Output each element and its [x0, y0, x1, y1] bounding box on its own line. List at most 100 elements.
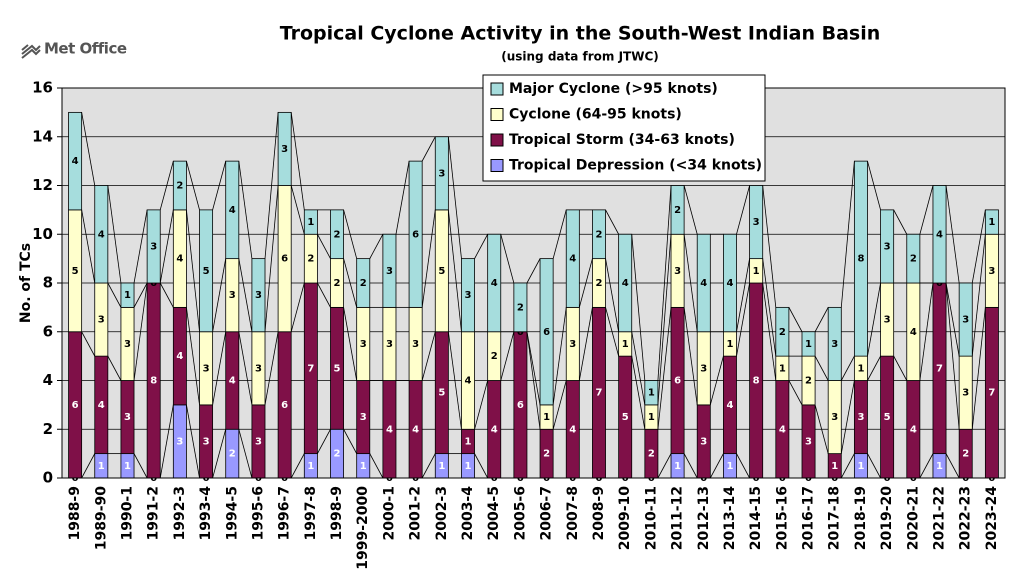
value-label: 3: [884, 315, 891, 326]
value-label: 2: [307, 254, 314, 265]
x-tick-label: 1991-2: [146, 486, 162, 541]
series-line: [369, 234, 384, 259]
x-tick-label: 1998-9: [329, 486, 345, 541]
x-tick-label: 2007-8: [565, 486, 581, 541]
value-label: 3: [229, 290, 236, 301]
value-label: 1: [805, 339, 812, 350]
bar-segment: [277, 111, 292, 186]
value-label: 3: [150, 241, 157, 252]
series-line: [893, 209, 908, 235]
y-tick-label: 6: [43, 322, 53, 340]
series-line: [840, 355, 855, 381]
series-line: [421, 331, 436, 381]
bar-segment: [565, 209, 580, 308]
value-label: 2: [648, 449, 655, 460]
bar-segment: [958, 282, 973, 357]
value-label: 1: [857, 363, 864, 374]
value-label: 4: [98, 229, 105, 240]
value-label: 3: [805, 436, 812, 447]
series-line: [159, 404, 174, 479]
value-label: 4: [726, 278, 733, 289]
series-line: [814, 307, 829, 332]
series-line: [631, 234, 646, 381]
series-line: [657, 307, 672, 430]
x-tick-label: 2002-3: [434, 486, 450, 541]
series-line: [212, 429, 227, 479]
series-line: [709, 356, 724, 405]
value-label: 1: [124, 290, 131, 301]
value-label: 5: [72, 266, 79, 277]
series-line: [133, 282, 148, 381]
value-label: 3: [831, 412, 838, 423]
series-line: [447, 209, 462, 332]
series-line: [867, 282, 881, 357]
series-line: [683, 453, 698, 479]
value-label: 4: [229, 376, 236, 387]
value-label: 2: [910, 254, 917, 265]
value-label: 1: [988, 217, 995, 228]
series-line: [212, 258, 227, 332]
value-label: 3: [360, 339, 367, 350]
value-label: 2: [334, 278, 341, 289]
series-line: [159, 282, 174, 308]
series-line: [81, 331, 96, 357]
x-tick-label: 1993-4: [198, 486, 214, 541]
value-label: 2: [334, 229, 341, 240]
series-line: [788, 307, 803, 332]
series-line: [814, 404, 829, 454]
value-label: 4: [910, 327, 917, 338]
x-tick-label: 2011-12: [670, 486, 686, 550]
value-label: 7: [936, 363, 943, 374]
legend: Major Cyclone (>95 knots) Cyclone (64-95 …: [482, 74, 766, 182]
value-label: 3: [98, 315, 105, 326]
series-line: [631, 356, 646, 430]
value-label: 3: [465, 290, 472, 301]
bar-segment: [94, 185, 109, 284]
value-label: 6: [674, 376, 681, 387]
series-line: [159, 209, 174, 284]
series-line: [421, 209, 436, 308]
series-line: [840, 161, 855, 308]
series-line: [945, 282, 960, 430]
series-line: [578, 307, 593, 381]
bar-segment: [146, 209, 161, 284]
value-label: 1: [857, 461, 864, 472]
x-tick-label: 1995-6: [250, 486, 266, 541]
x-tick-label: 1999-2000: [355, 486, 371, 570]
series-line: [447, 331, 462, 430]
value-label: 7: [307, 363, 314, 374]
value-label: 1: [831, 461, 838, 472]
value-label: 2: [674, 205, 681, 216]
series-line: [814, 355, 829, 381]
bar-segment: [984, 209, 999, 235]
series-line: [867, 161, 881, 210]
bar-segment: [670, 185, 685, 235]
value-label: 3: [255, 436, 262, 447]
value-label: 1: [307, 461, 314, 472]
y-tick-label: 4: [43, 371, 53, 389]
series-line: [971, 234, 986, 357]
value-label: 2: [176, 181, 183, 192]
series-line: [657, 234, 672, 405]
series-line: [474, 453, 489, 479]
series-line: [133, 282, 148, 308]
series-line: [893, 355, 908, 381]
x-tick-label: 2008-9: [591, 486, 607, 541]
value-label: 4: [569, 254, 576, 265]
series-line: [81, 453, 96, 479]
bar-segment: [513, 282, 528, 333]
x-tick-label: 2010-11: [643, 486, 659, 550]
value-label: 3: [386, 266, 393, 277]
value-label: 0: [517, 327, 524, 338]
series-line: [212, 161, 227, 210]
value-label: 4: [936, 229, 943, 240]
series-line: [290, 112, 305, 210]
value-label: 4: [176, 254, 183, 265]
value-label: 2: [360, 278, 367, 289]
bar-segment: [330, 209, 344, 260]
x-tick-label: 2019-20: [879, 486, 895, 551]
series-line: [159, 161, 174, 210]
series-line: [631, 331, 646, 405]
value-label: 2: [229, 449, 236, 460]
